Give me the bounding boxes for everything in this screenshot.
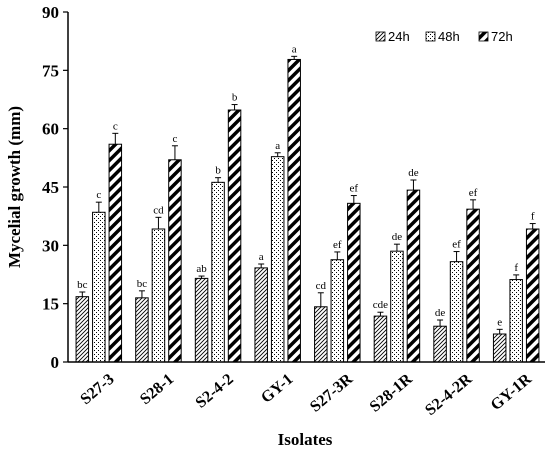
bar-48h-S2-4-2 bbox=[211, 181, 225, 363]
bar-72h-GY-1R bbox=[525, 228, 540, 363]
bar-48h-S28-1R bbox=[390, 250, 404, 363]
legend-label-48h: 48h bbox=[438, 29, 460, 44]
significance-label: e bbox=[497, 316, 502, 328]
bar-72h-S28-1 bbox=[168, 159, 182, 363]
y-axis-title: Mycelial growth (mm) bbox=[5, 106, 24, 268]
y-tick-label: 60 bbox=[42, 120, 59, 139]
x-tick-label: GY-1R bbox=[488, 370, 536, 414]
significance-label: ef bbox=[452, 239, 461, 251]
significance-label: cde bbox=[373, 299, 388, 311]
bar-72h-S28-1R bbox=[406, 189, 421, 363]
bar-24h-S28-1R bbox=[373, 315, 388, 363]
x-tick-label: S28-1R bbox=[367, 370, 416, 415]
significance-label: cd bbox=[153, 204, 164, 216]
significance-label: b bbox=[215, 165, 221, 177]
bar-24h-S27-3R bbox=[314, 306, 328, 363]
x-tick-label: S27-3R bbox=[307, 370, 356, 415]
x-tick-label: S28-1 bbox=[137, 371, 177, 409]
significance-label: f bbox=[514, 262, 518, 274]
bar-72h-GY-1 bbox=[287, 58, 301, 363]
y-tick-label: 45 bbox=[42, 178, 59, 197]
significance-label: c bbox=[96, 189, 101, 201]
legend-swatch-24h bbox=[375, 31, 386, 42]
x-tick-label: S2-4-2 bbox=[193, 371, 237, 412]
bar-72h-S2-4-2 bbox=[227, 109, 242, 363]
bar-24h-S2-4-2R bbox=[433, 325, 447, 363]
significance-label: de bbox=[435, 307, 446, 319]
significance-label: de bbox=[408, 167, 419, 179]
significance-label: f bbox=[531, 211, 535, 223]
significance-label: ef bbox=[333, 239, 342, 251]
significance-label: b bbox=[232, 92, 238, 104]
significance-label: bc bbox=[77, 279, 88, 291]
significance-label: c bbox=[113, 120, 118, 132]
y-tick-label: 30 bbox=[42, 236, 59, 255]
legend-label-24h: 24h bbox=[388, 29, 410, 44]
bar-24h-S28-1 bbox=[135, 297, 149, 363]
bar-24h-GY-1R bbox=[492, 333, 507, 363]
significance-label: ef bbox=[350, 183, 359, 195]
significance-label: ab bbox=[196, 263, 207, 275]
x-tick-label: GY-1 bbox=[258, 371, 296, 407]
bar-48h-GY-1R bbox=[509, 279, 523, 363]
bar-48h-S27-3R bbox=[330, 259, 345, 363]
significance-label: de bbox=[392, 231, 403, 243]
x-tick-label: S2-4-2R bbox=[422, 370, 475, 419]
y-tick-label: 0 bbox=[51, 353, 60, 372]
y-tick-label: 75 bbox=[42, 61, 59, 80]
bar-24h-S27-3 bbox=[75, 296, 90, 363]
significance-label: cd bbox=[316, 280, 327, 292]
bar-72h-S2-4-2R bbox=[466, 208, 480, 363]
legend-label-72h: 72h bbox=[491, 29, 513, 44]
y-tick-label: 90 bbox=[42, 3, 59, 22]
significance-label: bc bbox=[137, 278, 148, 290]
x-tick-label: S27-3 bbox=[77, 371, 117, 409]
significance-label: a bbox=[275, 140, 280, 152]
x-axis-title: Isolates bbox=[278, 430, 333, 449]
bar-72h-S27-3R bbox=[347, 202, 361, 363]
legend-swatch-48h bbox=[425, 31, 436, 42]
bar-48h-S28-1 bbox=[151, 228, 166, 363]
significance-label: c bbox=[172, 133, 177, 145]
bar-48h-S27-3 bbox=[92, 211, 106, 363]
legend-swatch-72h bbox=[478, 31, 489, 42]
bar-72h-S27-3 bbox=[108, 143, 123, 363]
significance-label: ef bbox=[469, 187, 478, 199]
bar-24h-GY-1 bbox=[254, 267, 268, 363]
bar-48h-S2-4-2R bbox=[449, 261, 464, 363]
bar-24h-S2-4-2 bbox=[194, 277, 209, 363]
y-tick-label: 15 bbox=[42, 295, 59, 314]
significance-label: a bbox=[292, 43, 297, 55]
legend: 24h 48h 72h bbox=[375, 29, 513, 44]
bar-48h-GY-1 bbox=[270, 156, 285, 363]
significance-label: a bbox=[259, 251, 264, 263]
